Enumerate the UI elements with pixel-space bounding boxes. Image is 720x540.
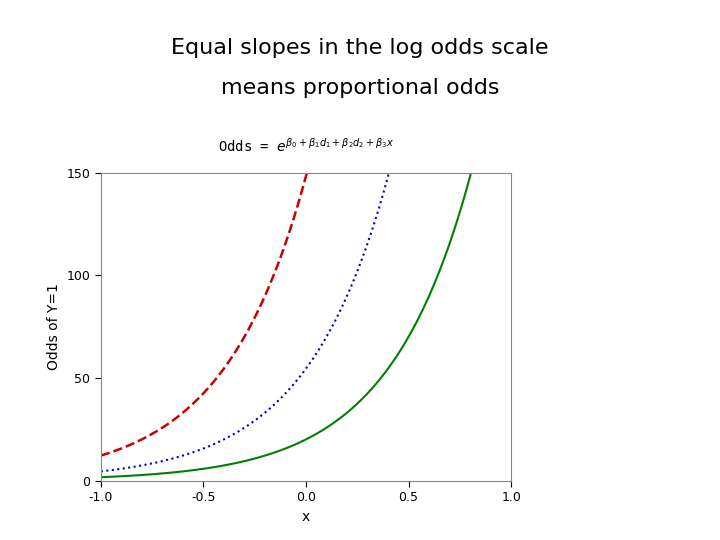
- Text: means proportional odds: means proportional odds: [221, 78, 499, 98]
- Text: Odds = $e^{\beta_0+\beta_1 d_1+\beta_2 d_2+\beta_3 x}$: Odds = $e^{\beta_0+\beta_1 d_1+\beta_2 d…: [218, 137, 394, 154]
- Text: Equal slopes in the log odds scale: Equal slopes in the log odds scale: [171, 38, 549, 58]
- Y-axis label: Odds of Y=1: Odds of Y=1: [47, 284, 61, 370]
- X-axis label: x: x: [302, 510, 310, 524]
